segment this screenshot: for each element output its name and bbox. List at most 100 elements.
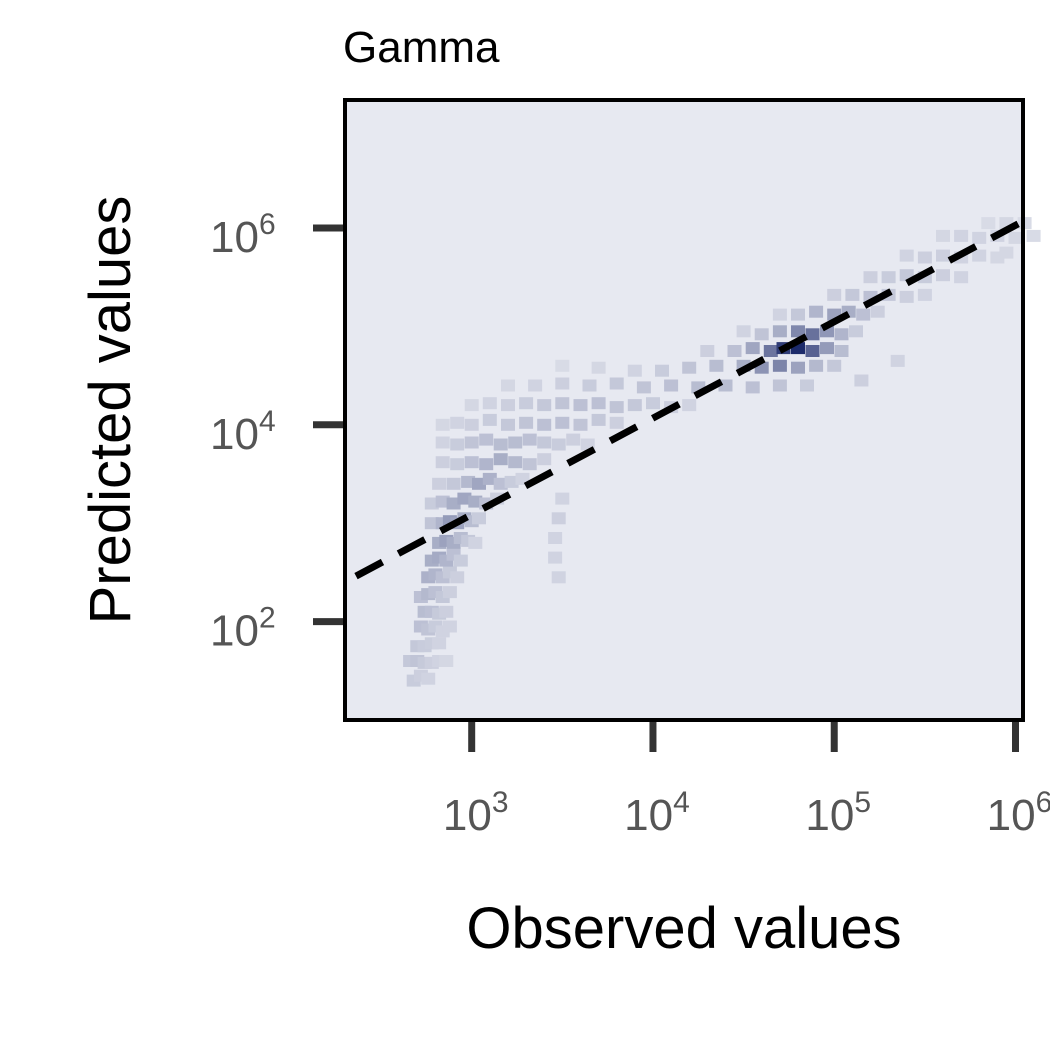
density-bin [809, 359, 824, 372]
density-bin [508, 436, 523, 449]
density-bin [472, 477, 486, 490]
density-bin [555, 377, 570, 390]
density-bin [736, 325, 751, 338]
density-bin [555, 416, 570, 429]
density-bin [682, 399, 697, 412]
density-bin [591, 361, 606, 374]
density-bin [827, 288, 842, 301]
density-bin [439, 655, 454, 667]
density-bin [936, 229, 950, 242]
density-bin [461, 475, 476, 488]
y-tick-label: 104 [210, 405, 276, 459]
density-bin [936, 249, 950, 262]
density-bin [522, 458, 537, 471]
density-bin [591, 413, 606, 426]
density-bin [493, 438, 508, 451]
density-bin [899, 249, 914, 262]
density-bin [627, 364, 642, 377]
x-tick-label: 106 [987, 786, 1050, 840]
density-bin [432, 637, 447, 650]
density-bin [834, 328, 849, 341]
density-bin [566, 433, 581, 446]
x-axis-label: Observed values [466, 896, 901, 961]
density-bin [609, 416, 624, 429]
density-bin [917, 288, 932, 301]
density-bin [682, 361, 697, 374]
density-bin [591, 397, 606, 410]
density-bin [700, 345, 715, 357]
density-bin [664, 379, 679, 392]
density-bin [537, 418, 552, 431]
density-bin [609, 401, 624, 414]
density-bin [745, 342, 760, 355]
density-bin [863, 271, 878, 284]
density-bin [522, 433, 537, 446]
density-bin [482, 397, 497, 410]
density-bin [727, 345, 742, 357]
density-bin [479, 433, 494, 446]
x-tick-label: 105 [805, 786, 871, 840]
density-bin [442, 586, 457, 599]
density-bin [464, 456, 479, 469]
density-bin [446, 497, 461, 510]
density-bin [870, 305, 885, 318]
density-bin [446, 477, 461, 490]
density-bin [508, 456, 523, 469]
density-bin [849, 325, 863, 338]
density-bin [555, 492, 570, 505]
density-bin [805, 328, 820, 341]
y-axis-label: Predicted values [78, 196, 143, 625]
x-tick-label: 104 [624, 786, 690, 840]
density-bin [627, 399, 642, 412]
density-bin [479, 458, 494, 471]
density-bin [442, 620, 457, 633]
density-bin [464, 418, 479, 431]
density-bin [501, 399, 515, 412]
density-bin [453, 554, 468, 567]
density-bin [854, 374, 869, 387]
density-bin [439, 605, 454, 618]
plot-frame [343, 98, 1025, 722]
density-bin [954, 229, 969, 242]
density-bins [403, 217, 1041, 687]
density-bin [972, 249, 987, 262]
density-bin [845, 288, 860, 301]
density-bin [435, 418, 450, 431]
density-bin [718, 379, 733, 392]
y-tick-label: 102 [210, 602, 276, 656]
density-bin [551, 571, 566, 584]
density-bin [432, 477, 447, 490]
density-bin [936, 269, 950, 282]
density-bin [754, 328, 769, 341]
density-bin [573, 399, 588, 412]
density-bin [537, 453, 552, 466]
x-tick-label: 103 [443, 786, 509, 840]
y-tick-label: 106 [210, 208, 276, 262]
density-bin [772, 379, 787, 392]
density-bin [450, 416, 465, 429]
density-bin [834, 345, 849, 357]
y-axis: 102 104 106 [210, 208, 343, 656]
density-bin [917, 251, 932, 264]
density-bin [745, 381, 760, 394]
density-bin [468, 536, 483, 549]
density-bin [435, 436, 450, 449]
density-bin [551, 512, 566, 525]
density-bin [763, 345, 778, 357]
density-bin [791, 325, 805, 338]
density-bin [772, 308, 787, 321]
density-bin [582, 379, 597, 392]
density-bin [655, 364, 669, 377]
density-bin [501, 379, 515, 392]
density-bin [1008, 231, 1023, 244]
density-bin [609, 377, 624, 390]
density-bin [827, 359, 842, 372]
density-bin [548, 532, 563, 544]
density-bin [501, 418, 515, 431]
chart-title: Gamma [343, 23, 500, 72]
density-bin [435, 495, 450, 508]
density-bin [472, 512, 486, 525]
density-bin [772, 325, 787, 338]
density-bin [450, 571, 465, 584]
